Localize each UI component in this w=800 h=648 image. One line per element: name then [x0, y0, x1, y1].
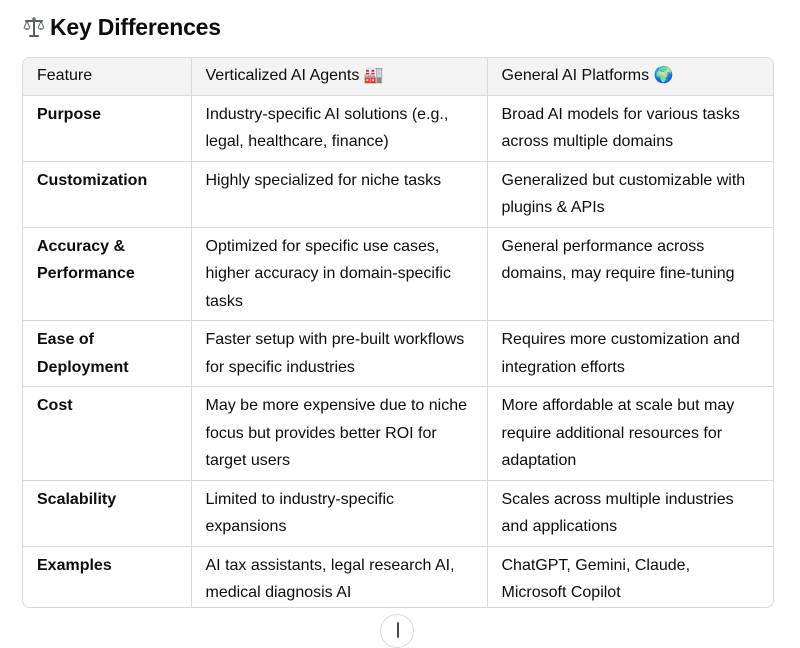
table-row: Cost May be more expensive due to niche f…	[23, 386, 773, 481]
verticalized-cell: Highly specialized for niche tasks	[191, 161, 488, 228]
column-header-general: General AI Platforms 🌍	[487, 58, 773, 96]
general-cell: ChatGPT, Gemini, Claude, Microsoft Copil…	[501, 556, 691, 602]
verticalized-cell: May be more expensive due to niche focus…	[191, 386, 488, 481]
general-cell: More affordable at scale but may require…	[487, 386, 773, 481]
row-label: Scalability	[23, 480, 192, 547]
row-label: Examples	[23, 546, 192, 607]
verticalized-cell: Faster setup with pre-built workflows fo…	[191, 320, 488, 387]
general-cell: Broad AI models for various tasks across…	[487, 95, 773, 162]
comparison-table: Feature Verticalized AI Agents 🏭 General…	[23, 58, 773, 607]
comparison-table-container: Feature Verticalized AI Agents 🏭 General…	[22, 57, 774, 608]
verticalized-cell: Limited to industry-specific expansions	[191, 480, 488, 547]
table-row: Scalability Limited to industry-specific …	[23, 480, 773, 547]
table-row: Purpose Industry-specific AI solutions (e…	[23, 95, 773, 162]
row-label: Cost	[23, 386, 192, 481]
section-title: Key Differences	[50, 13, 221, 40]
scroll-down-button[interactable]	[380, 614, 414, 648]
table-row: Customization Highly specialized for nich…	[23, 161, 773, 228]
column-header-feature: Feature	[23, 58, 192, 96]
row-label: Purpose	[23, 95, 192, 162]
table-row: Examples AI tax assistants, legal researc…	[23, 546, 773, 607]
general-cell: Requires more customization and integrat…	[487, 320, 773, 387]
general-cell: General performance across domains, may …	[487, 227, 773, 321]
row-label: Customization	[23, 161, 192, 228]
arrow-down-icon	[397, 622, 399, 638]
general-cell: Scales across multiple industries and ap…	[487, 480, 773, 547]
row-label: Accuracy & Performance	[23, 227, 192, 321]
general-cell: Generalized but customizable with plugin…	[487, 161, 773, 228]
table-header-row: Feature Verticalized AI Agents 🏭 General…	[23, 58, 773, 96]
column-header-verticalized: Verticalized AI Agents 🏭	[191, 58, 488, 96]
table-row: Ease of Deployment Faster setup with pre-…	[23, 320, 773, 387]
row-label: Ease of Deployment	[23, 320, 192, 387]
verticalized-cell: AI tax assistants, legal research AI, me…	[191, 546, 488, 607]
table-row: Accuracy & Performance Optimized for spec…	[23, 227, 773, 321]
section-heading: Key Differences	[22, 10, 221, 44]
verticalized-cell: Optimized for specific use cases, higher…	[191, 227, 488, 321]
verticalized-cell: Industry-specific AI solutions (e.g., le…	[191, 95, 488, 162]
scales-icon	[22, 15, 46, 39]
